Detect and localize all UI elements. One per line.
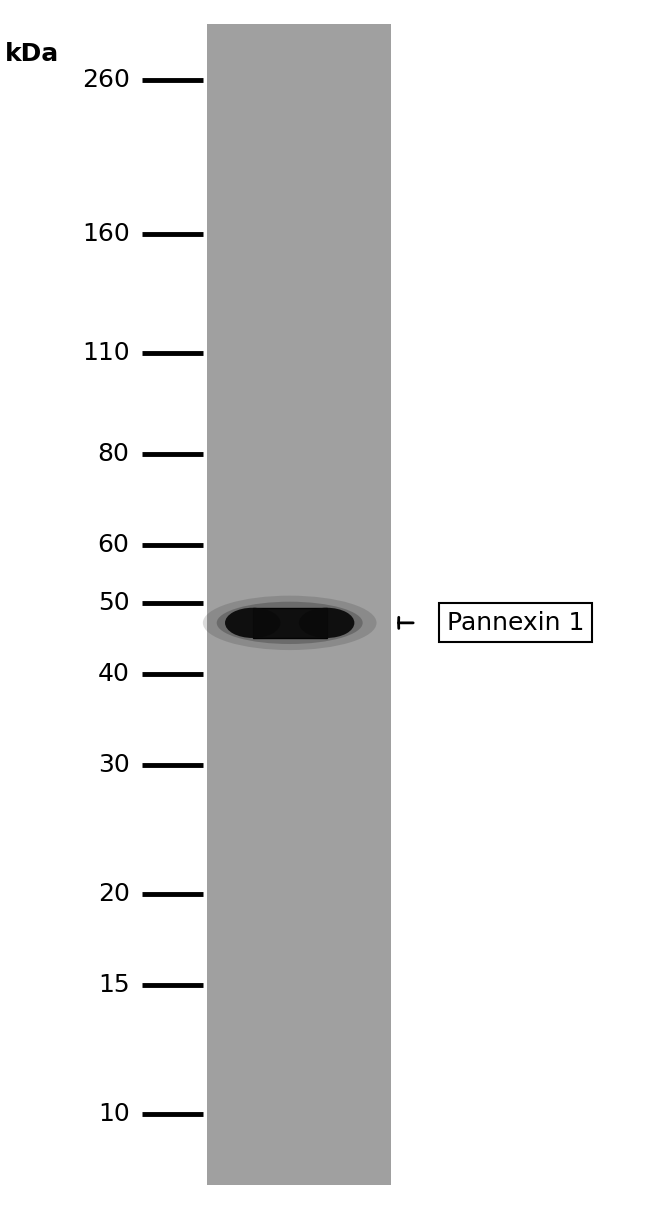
Ellipse shape bbox=[216, 602, 363, 644]
Text: 40: 40 bbox=[98, 663, 129, 686]
FancyBboxPatch shape bbox=[207, 24, 391, 1185]
Ellipse shape bbox=[203, 596, 376, 650]
Ellipse shape bbox=[299, 608, 354, 638]
Text: 260: 260 bbox=[82, 68, 129, 92]
FancyBboxPatch shape bbox=[253, 608, 327, 638]
Text: 30: 30 bbox=[98, 753, 129, 777]
Text: 15: 15 bbox=[98, 973, 129, 997]
Text: Pannexin 1: Pannexin 1 bbox=[447, 611, 584, 635]
Text: 10: 10 bbox=[98, 1101, 129, 1126]
Text: 110: 110 bbox=[82, 341, 129, 365]
Text: 50: 50 bbox=[98, 591, 129, 615]
Ellipse shape bbox=[225, 608, 280, 638]
Text: 160: 160 bbox=[82, 222, 129, 247]
Text: 20: 20 bbox=[98, 883, 129, 906]
Text: 80: 80 bbox=[98, 442, 129, 465]
Text: kDa: kDa bbox=[5, 42, 58, 66]
Text: 60: 60 bbox=[98, 533, 129, 557]
